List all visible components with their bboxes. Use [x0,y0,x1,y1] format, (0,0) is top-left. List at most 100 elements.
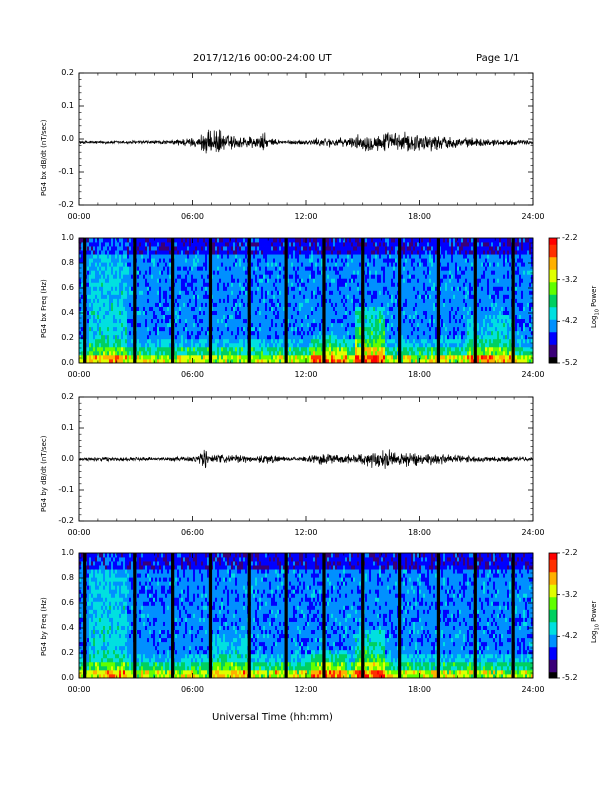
spectrogram-cell [101,278,104,283]
spectrogram-cell [139,358,142,364]
spectrogram-cell [87,274,90,279]
spectrogram-cell [117,318,120,324]
spectrogram-cell [79,262,82,267]
spectrogram-cell [121,250,124,255]
spectrogram-cell [147,342,150,348]
spectrogram-cell [121,342,124,348]
spectrogram-cell [107,238,110,243]
spectrogram-cell [87,278,90,283]
spectrogram-cell [107,290,110,295]
spectrogram-cell [149,250,152,255]
spectrogram-cell [97,294,100,299]
spectrogram-cell [81,338,84,344]
spectrogram-cell [87,302,90,307]
spectrogram-cell [143,314,146,320]
spectrogram-cell [87,342,90,348]
spectrogram-cell [131,274,134,279]
spectrogram-cell [99,246,102,251]
spectrogram-cell [87,330,90,336]
spectrogram-cell [95,246,98,251]
spectrogram-cell [93,346,96,352]
spectrogram-cell [99,250,102,255]
spectrogram-cell [113,310,116,316]
spectrogram-cell [101,294,104,299]
spectrogram-cell [151,354,154,360]
spectrogram-cell [81,266,84,271]
spectrogram-cell [147,350,150,356]
spectrogram-cell [95,314,98,320]
spectrogram-cell [95,318,98,324]
spectrogram-cell [123,342,126,348]
spectrogram-cell [87,238,90,243]
spectrogram-cell [131,346,134,352]
spectrogram-cell [131,282,134,287]
spectrogram-cell [121,262,124,267]
spectrogram-cell [143,258,146,263]
spectrogram-cell [125,302,128,307]
spectrogram-cell [153,346,156,352]
spectrogram-cell [149,242,152,247]
spectrogram-cell [101,250,104,255]
spectrogram-cell [99,298,102,303]
spectrogram-cell [103,270,106,275]
spectrogram-cell [101,302,104,307]
spectrogram-cell [145,314,148,320]
spectrogram-cell [137,278,140,283]
spectrogram-cell [101,266,104,271]
spectrogram-cell [113,274,116,279]
spectrogram-cell [139,322,142,328]
spectrogram-cell [147,258,150,263]
spectrogram-cell [143,298,146,303]
spectrogram-cell [139,290,142,295]
spectrogram-cell [95,334,98,340]
spectrogram-cell [113,342,116,348]
spectrogram-cell [151,298,154,303]
spectrogram-cell [131,350,134,356]
spectrogram-cell [105,326,108,332]
spectrogram-cell [91,246,94,251]
spectrogram-cell [141,254,144,259]
spectrogram-cell [105,314,108,320]
spectrogram-cell [113,286,116,291]
spectrogram-cell [107,278,110,283]
spectrogram-cell [129,262,132,267]
spectrogram-cell [89,286,92,291]
spectrogram-cell [137,258,140,263]
spectrogram-cell [127,334,130,340]
spectrogram-cell [81,270,84,275]
spectrogram-cell [141,346,144,352]
spectrogram-cell [125,294,128,299]
spectrogram-cell [125,346,128,352]
spectrogram-cell [101,242,104,247]
spectrogram-cell [81,330,84,336]
spectrogram-cell [93,318,96,324]
spectrogram-cell [111,354,114,360]
spectrogram-cell [93,254,96,259]
spectrogram-cell [137,266,140,271]
spectrogram-cell [113,262,116,267]
spectrogram-cell [151,258,154,263]
spectrogram-cell [89,358,92,364]
spectrogram-cell [117,338,120,344]
spectrogram-cell [127,274,130,279]
spectrogram-cell [91,346,94,352]
spectrogram-cell [151,274,154,279]
spectrogram-cell [145,346,148,352]
spectrogram-cell [87,306,90,311]
spectrogram-cell [151,290,154,295]
spectrogram-cell [93,342,96,348]
spectrogram-cell [111,282,114,287]
spectrogram-cell [79,254,82,259]
spectrogram-cell [139,242,142,247]
spectrogram-cell [137,322,140,328]
spectrogram-cell [119,294,122,299]
spectrogram-cell [139,346,142,352]
spectrogram-cell [111,246,114,251]
spectrogram-cell [119,326,122,332]
spectrogram-cell [119,342,122,348]
spectrogram-cell [125,242,128,247]
spectrogram-cell [145,246,148,251]
spectrogram-cell [145,354,148,360]
spectrogram-cell [107,294,110,299]
